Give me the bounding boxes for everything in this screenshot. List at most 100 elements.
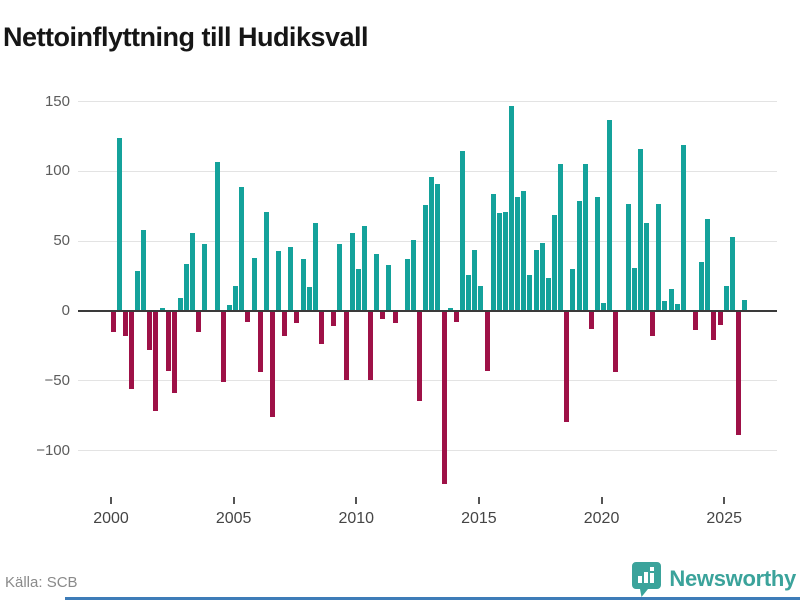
bar-2004Q2[interactable] [214,161,220,311]
bar-2002Q1[interactable] [159,308,165,311]
bar-2024Q4[interactable] [717,312,723,325]
bar-2020Q2[interactable] [607,119,613,311]
bar-2007Q1[interactable] [282,312,288,336]
bar-2003Q2[interactable] [190,232,196,311]
bar-2018Q4[interactable] [570,269,576,311]
bar-2011Q1[interactable] [380,312,386,319]
bar-2000Q2[interactable] [116,137,122,311]
bar-2018Q3[interactable] [564,312,570,423]
bar-2017Q2[interactable] [533,249,539,311]
bar-2024Q3[interactable] [711,312,717,340]
bar-2016Q1[interactable] [502,211,508,311]
bar-2015Q3[interactable] [490,193,496,311]
bar-2000Q4[interactable] [128,312,134,389]
bar-2014Q3[interactable] [466,274,472,311]
bar-2020Q1[interactable] [601,302,607,311]
bar-2013Q2[interactable] [435,184,441,311]
bar-2018Q2[interactable] [558,164,564,311]
bar-2006Q1[interactable] [257,312,263,372]
bar-2016Q4[interactable] [521,191,527,311]
bar-2005Q4[interactable] [251,257,257,311]
bar-2006Q4[interactable] [276,251,282,311]
bar-2013Q1[interactable] [429,177,435,311]
bar-2000Q3[interactable] [122,312,128,336]
bar-2010Q2[interactable] [361,225,367,311]
bar-2021Q4[interactable] [643,223,649,311]
bar-2003Q4[interactable] [202,244,208,311]
bar-2012Q3[interactable] [417,312,423,402]
bar-2009Q4[interactable] [349,232,355,311]
bar-2011Q2[interactable] [386,264,392,311]
bar-2016Q2[interactable] [509,105,515,311]
bar-2015Q4[interactable] [496,213,502,311]
bar-2000Q1[interactable] [110,312,116,332]
bar-2001Q3[interactable] [147,312,153,350]
bar-2003Q3[interactable] [196,312,202,332]
bar-2014Q2[interactable] [460,150,466,311]
bar-2014Q1[interactable] [453,312,459,322]
bar-2024Q2[interactable] [705,218,711,311]
bar-2019Q1[interactable] [576,200,582,311]
bar-2007Q2[interactable] [288,246,294,311]
bar-2023Q1[interactable] [674,304,680,311]
bar-2019Q3[interactable] [588,312,594,329]
bar-2010Q4[interactable] [374,253,380,311]
bar-2022Q4[interactable] [668,288,674,311]
bar-2002Q2[interactable] [165,312,171,371]
bar-2019Q2[interactable] [582,164,588,311]
bar-2004Q3[interactable] [220,312,226,382]
bar-2022Q3[interactable] [662,301,668,311]
bar-2022Q2[interactable] [656,203,662,311]
bar-2005Q2[interactable] [239,186,245,311]
bar-2019Q4[interactable] [594,196,600,311]
bar-2014Q4[interactable] [472,249,478,311]
bar-2008Q1[interactable] [306,287,312,311]
bar-2012Q4[interactable] [423,204,429,311]
bar-2005Q1[interactable] [233,285,239,311]
bar-2021Q3[interactable] [637,149,643,311]
bar-2009Q2[interactable] [337,244,343,311]
bar-2025Q3[interactable] [735,312,741,435]
bar-2015Q1[interactable] [478,285,484,311]
bar-2016Q3[interactable] [515,196,521,311]
newsworthy-logo[interactable]: Newsworthy [631,559,796,599]
bar-2010Q3[interactable] [368,312,374,381]
bar-2002Q3[interactable] [171,312,177,393]
bar-2007Q4[interactable] [300,259,306,311]
bar-2013Q3[interactable] [441,312,447,484]
bar-2018Q1[interactable] [552,214,557,311]
bar-2023Q2[interactable] [680,144,686,311]
bar-2013Q4[interactable] [447,308,453,311]
bar-2024Q1[interactable] [699,262,705,311]
bar-2005Q3[interactable] [245,312,251,322]
bar-2023Q4[interactable] [693,312,699,331]
bar-2009Q3[interactable] [343,312,349,381]
bar-2022Q1[interactable] [650,312,656,336]
bar-2006Q2[interactable] [263,211,269,311]
bar-2008Q2[interactable] [312,223,318,311]
bar-2025Q4[interactable] [742,299,748,311]
bar-2009Q1[interactable] [331,312,337,326]
bar-2017Q3[interactable] [539,242,545,311]
bar-2001Q2[interactable] [141,230,147,311]
bar-2020Q3[interactable] [613,312,619,372]
bar-2006Q3[interactable] [269,312,275,417]
bar-2011Q3[interactable] [392,312,398,324]
bar-2004Q4[interactable] [227,305,232,311]
bar-2012Q1[interactable] [404,259,410,311]
bar-2021Q2[interactable] [631,267,637,311]
bar-2017Q4[interactable] [545,277,551,311]
bar-2015Q2[interactable] [484,312,490,371]
bar-2021Q1[interactable] [625,203,631,311]
bar-2017Q1[interactable] [527,274,533,311]
bar-2025Q1[interactable] [723,285,729,311]
bar-2008Q3[interactable] [318,312,324,345]
bar-2025Q2[interactable] [729,237,735,311]
bar-2001Q1[interactable] [135,270,141,311]
bar-2002Q4[interactable] [177,298,183,311]
bar-2003Q1[interactable] [184,263,190,311]
bar-2001Q4[interactable] [153,312,159,412]
bar-2010Q1[interactable] [355,269,361,311]
bar-2012Q2[interactable] [410,239,416,311]
bar-2007Q3[interactable] [294,312,300,324]
